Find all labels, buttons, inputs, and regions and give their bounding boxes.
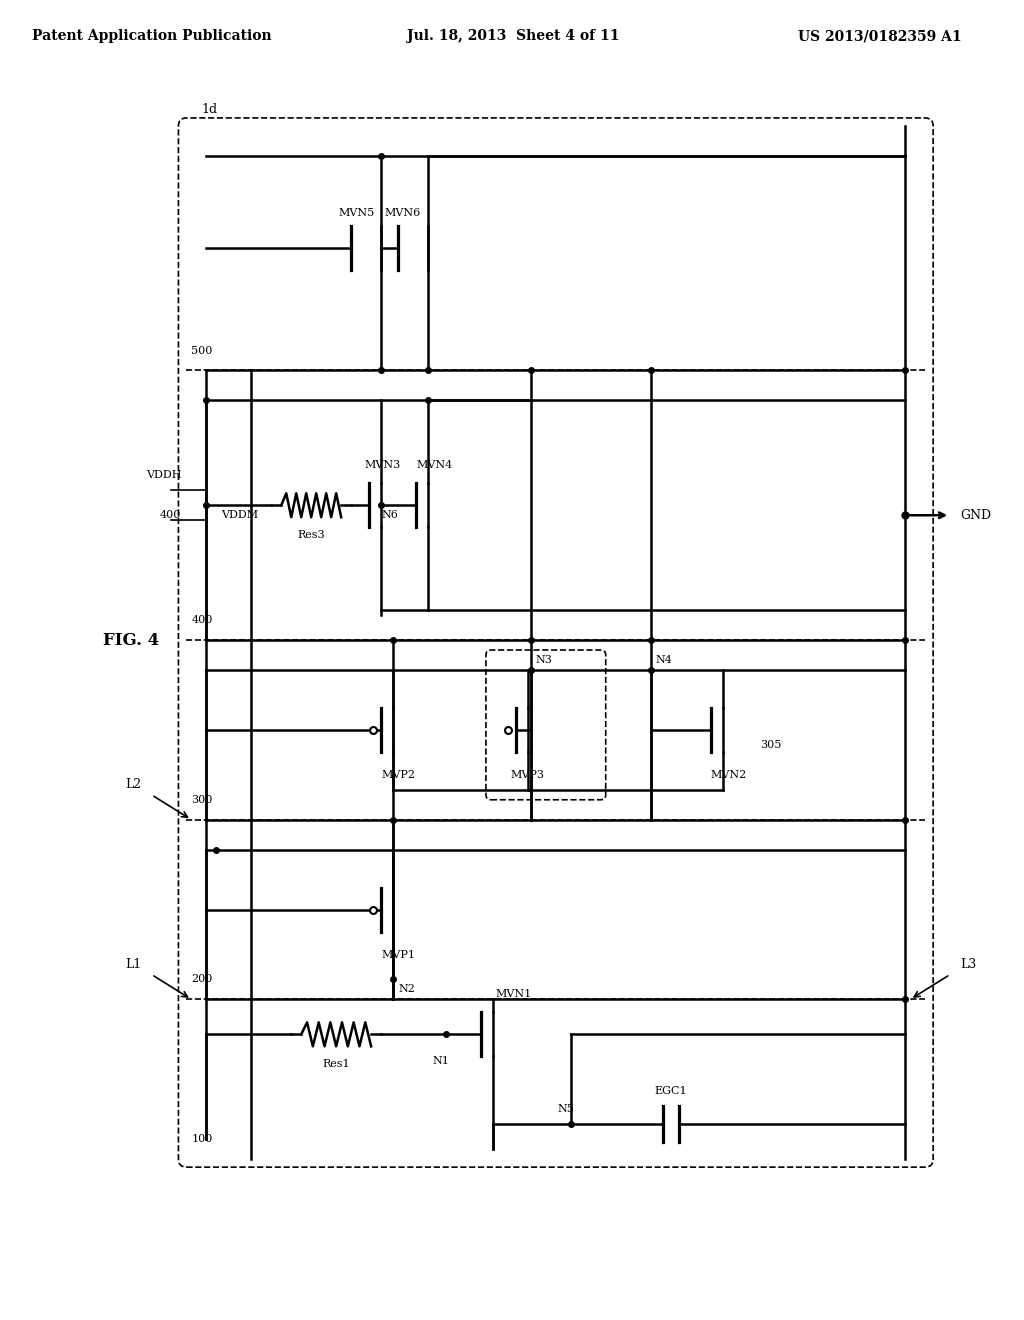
Text: MVN5: MVN5 <box>338 209 374 218</box>
Text: N4: N4 <box>655 655 673 665</box>
Text: 300: 300 <box>191 795 213 805</box>
Text: GND: GND <box>961 508 991 521</box>
Text: 400: 400 <box>160 511 181 520</box>
Text: MVN2: MVN2 <box>711 770 746 780</box>
Text: Res3: Res3 <box>297 531 325 540</box>
Text: N1: N1 <box>432 1056 450 1067</box>
Text: N5: N5 <box>557 1105 574 1114</box>
Text: 1d: 1d <box>202 103 217 116</box>
Text: L1: L1 <box>125 958 141 972</box>
Text: US 2013/0182359 A1: US 2013/0182359 A1 <box>799 29 963 44</box>
Text: VDDM: VDDM <box>221 511 258 520</box>
Text: MVP2: MVP2 <box>381 770 415 780</box>
Text: Jul. 18, 2013  Sheet 4 of 11: Jul. 18, 2013 Sheet 4 of 11 <box>407 29 620 44</box>
Text: 305: 305 <box>761 739 782 750</box>
Text: EGC1: EGC1 <box>654 1086 687 1096</box>
Text: MVN6: MVN6 <box>385 209 421 218</box>
Text: N6: N6 <box>381 511 398 520</box>
Text: L2: L2 <box>125 779 141 791</box>
Text: 100: 100 <box>191 1134 213 1144</box>
Text: MVP3: MVP3 <box>511 770 545 780</box>
Text: 500: 500 <box>191 346 213 355</box>
Text: MVN3: MVN3 <box>365 461 400 470</box>
Text: N2: N2 <box>398 985 415 994</box>
Text: VDDH: VDDH <box>146 470 181 480</box>
Text: Patent Application Publication: Patent Application Publication <box>32 29 271 44</box>
Text: 200: 200 <box>191 974 213 985</box>
Text: FIG. 4: FIG. 4 <box>103 631 160 648</box>
Text: Res1: Res1 <box>323 1060 350 1069</box>
Text: MVN1: MVN1 <box>496 990 532 999</box>
Text: MVN4: MVN4 <box>416 461 453 470</box>
Text: MVP1: MVP1 <box>381 949 415 960</box>
Text: 400: 400 <box>191 615 213 626</box>
Text: N3: N3 <box>536 655 553 665</box>
Text: L3: L3 <box>961 958 976 972</box>
